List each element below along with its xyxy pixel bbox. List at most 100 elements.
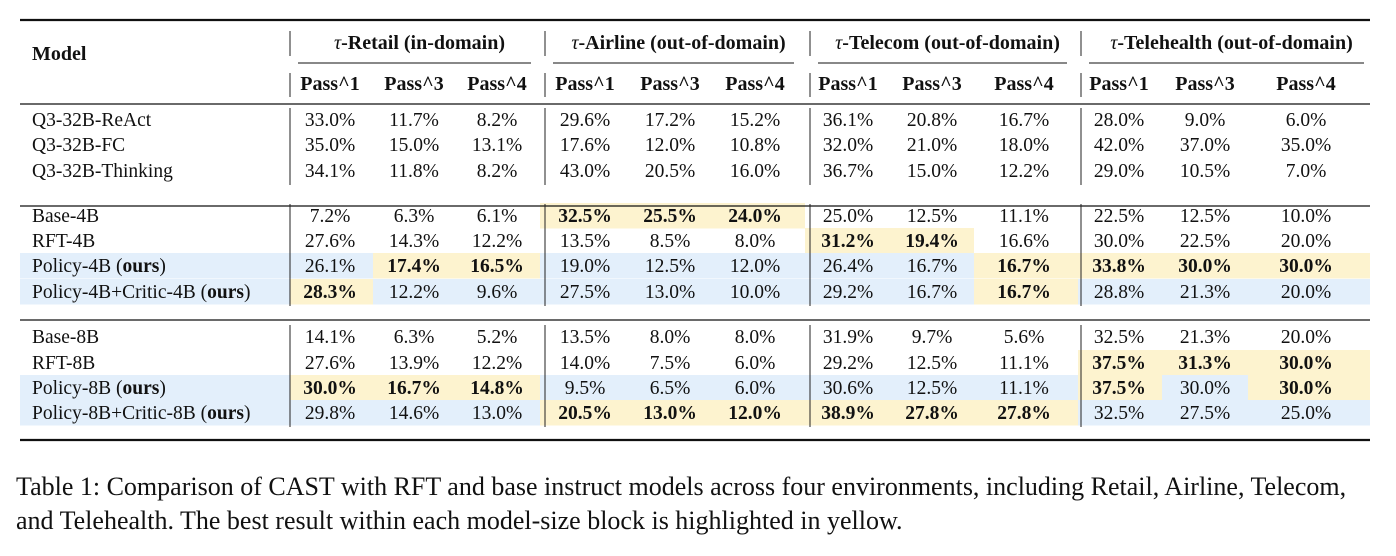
- table-cell: 12.5%: [907, 353, 957, 374]
- best-cell-highlight: [1078, 350, 1162, 376]
- metric-header: Pass^3: [902, 73, 961, 95]
- table-cell: 29.6%: [560, 110, 610, 131]
- best-cell-highlight: [290, 279, 373, 305]
- best-cell-highlight: [290, 375, 373, 401]
- table-cell: 16.6%: [999, 231, 1049, 252]
- table-cell: 12.0%: [730, 256, 780, 277]
- table-cell: 8.0%: [650, 327, 691, 348]
- table-cell: 16.5%: [470, 256, 524, 277]
- table-cell: 16.7%: [997, 256, 1051, 277]
- best-cell-highlight: [1078, 253, 1162, 279]
- table-body: Q3-32B-ReAct 33.0% 11.7% 8.2% 29.6% 17.2% 15.2…: [32, 110, 1333, 424]
- table-cell: 16.7%: [997, 282, 1051, 303]
- table-cell: 6.3%: [394, 327, 435, 348]
- table-cell: 14.8%: [470, 378, 524, 399]
- table-cell: 8.2%: [477, 161, 518, 182]
- table-cell: 15.0%: [907, 161, 957, 182]
- table-cell: 6.0%: [735, 353, 776, 374]
- metric-header: Pass^1: [818, 73, 877, 95]
- best-cell-highlight: [805, 400, 889, 426]
- table-cell: 16.0%: [730, 161, 780, 182]
- table-cell: 21.3%: [1180, 327, 1230, 348]
- ours-row-highlight: [20, 375, 1370, 401]
- table-cell: 8.0%: [735, 327, 776, 348]
- table-cell: 29.8%: [305, 403, 355, 424]
- best-cell-highlight: [1248, 375, 1370, 401]
- table-cell: 13.5%: [560, 327, 610, 348]
- table-cell: 12.5%: [1180, 206, 1230, 227]
- table-cell: 16.7%: [999, 110, 1049, 131]
- table-cell: 16.7%: [907, 256, 957, 277]
- table-cell: 22.5%: [1094, 206, 1144, 227]
- table-cell: 28.0%: [1094, 110, 1144, 131]
- cell-highlights: [20, 203, 1370, 426]
- table-cell: 9.7%: [912, 327, 953, 348]
- table-cell: 14.0%: [560, 353, 610, 374]
- metric-header: Pass^4: [994, 73, 1053, 95]
- table-cell: 11.1%: [999, 378, 1049, 399]
- table-cell: 16.7%: [387, 378, 441, 399]
- table-cell: 19.4%: [905, 231, 959, 252]
- best-cell-highlight: [713, 203, 805, 229]
- best-cell-highlight: [889, 228, 974, 254]
- best-cell-highlight: [1162, 253, 1248, 279]
- table-cell: 30.0%: [1279, 353, 1333, 374]
- metric-header: Pass^1: [1089, 73, 1148, 95]
- table-cell: 8.5%: [650, 231, 691, 252]
- model-name: Base-8B: [32, 327, 99, 348]
- group-header-0: τ-Retail (in-domain): [334, 32, 505, 54]
- metric-header: Pass^3: [384, 73, 443, 95]
- table-cell: 5.2%: [477, 327, 518, 348]
- best-cell-highlight: [629, 400, 713, 426]
- model-name: Q3-32B-FC: [32, 135, 125, 156]
- metric-header: Pass^3: [1175, 73, 1234, 95]
- table-cell: 18.0%: [999, 135, 1049, 156]
- table-cell: 14.6%: [389, 403, 439, 424]
- group-header-2: τ-Telecom (out-of-domain): [835, 32, 1060, 54]
- table-cell: 28.3%: [303, 282, 357, 303]
- table-cell: 27.6%: [305, 353, 355, 374]
- table-cell: 20.0%: [1281, 282, 1331, 303]
- table-cell: 5.6%: [1004, 327, 1045, 348]
- table-cell: 12.2%: [999, 161, 1049, 182]
- group-header-3: τ-Telehealth (out-of-domain): [1110, 32, 1353, 54]
- table-cell: 17.2%: [645, 110, 695, 131]
- table-cell: 11.1%: [999, 353, 1049, 374]
- best-cell-highlight: [1162, 350, 1248, 376]
- table-cell: 12.5%: [907, 378, 957, 399]
- table-cell: 12.2%: [472, 231, 522, 252]
- best-cell-highlight: [373, 253, 456, 279]
- model-name: Policy-4B (ours): [32, 256, 166, 277]
- metric-header: Pass^4: [467, 73, 526, 95]
- table-cell: 30.0%: [1279, 378, 1333, 399]
- table-cell: 6.0%: [1286, 110, 1327, 131]
- table-cell: 20.5%: [558, 403, 612, 424]
- table-caption: Table 1: Comparison of CAST with RFT and…: [16, 472, 1347, 535]
- metric-header: Pass^4: [1276, 73, 1335, 95]
- metric-header: Pass^1: [300, 73, 359, 95]
- table-cell: 33.8%: [1092, 256, 1146, 277]
- table-cell: 30.0%: [1094, 231, 1144, 252]
- table-cell: 12.2%: [389, 282, 439, 303]
- best-cell-highlight: [805, 228, 889, 254]
- table-cell: 10.8%: [730, 135, 780, 156]
- best-cell-highlight: [373, 375, 456, 401]
- table-cell: 13.9%: [389, 353, 439, 374]
- table-cell: 29.2%: [823, 282, 873, 303]
- model-column-header: Model: [32, 43, 87, 65]
- best-cell-highlight: [974, 400, 1078, 426]
- best-cell-highlight: [889, 400, 974, 426]
- table-cell: 25.0%: [823, 206, 873, 227]
- table-cell: 10.0%: [1281, 206, 1331, 227]
- table-cell: 19.0%: [560, 256, 610, 277]
- table-cell: 13.0%: [472, 403, 522, 424]
- table-cell: 10.0%: [730, 282, 780, 303]
- table-cell: 27.6%: [305, 231, 355, 252]
- model-name: Base-4B: [32, 206, 99, 227]
- model-name: Q3-32B-ReAct: [32, 110, 152, 131]
- table-cell: 10.5%: [1180, 161, 1230, 182]
- table-cell: 16.7%: [907, 282, 957, 303]
- model-name: Policy-4B+Critic-4B (ours): [32, 282, 250, 303]
- model-name: RFT-4B: [32, 231, 95, 252]
- model-name: Policy-8B (ours): [32, 378, 166, 399]
